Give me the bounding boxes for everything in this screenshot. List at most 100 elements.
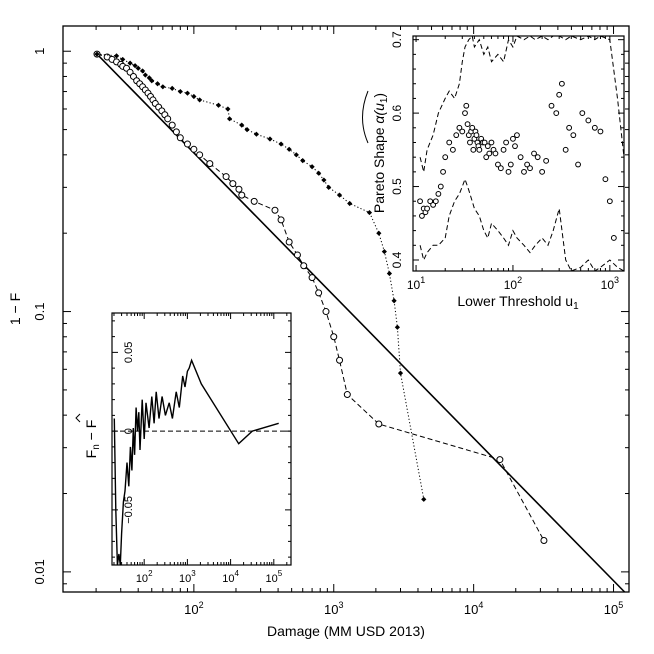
main-plot: 102 103 104 105 1 0.1 0.01 Damage (MM USD 201… [7, 25, 630, 639]
shape-estimate-point [456, 124, 463, 131]
empirical-point [168, 121, 176, 129]
shape-estimate-point [566, 124, 573, 131]
shape-estimate-point [470, 146, 477, 153]
inset-difference-y-ticks: 0.05 0 −0.05 [112, 320, 291, 558]
shape-estimate-point [476, 146, 483, 153]
shape-estimate-point [606, 198, 613, 205]
shape-estimate-point [432, 198, 439, 205]
inset-difference-y-axis-label: Fn − F [75, 413, 102, 459]
svg-text:Fn − F: Fn − F [83, 420, 102, 459]
empirical-point [196, 151, 204, 159]
x-tick-label: 104 [222, 569, 239, 585]
x-tick-label: 103 [324, 600, 343, 617]
x-tick-label: 105 [604, 600, 623, 617]
shape-estimate-point [486, 150, 493, 157]
comparison-point [135, 65, 141, 71]
empirical-point [229, 180, 237, 188]
empirical-point [190, 145, 198, 153]
shape-estimate-point [464, 121, 471, 128]
comparison-point [293, 152, 299, 158]
shape-estimate-point [610, 235, 617, 241]
shape-estimate-point [463, 102, 470, 109]
empirical-point [164, 115, 172, 123]
y-tick-label: 1 [32, 48, 47, 55]
shape-estimate-point [602, 176, 609, 183]
shape-estimate-point [453, 132, 460, 139]
y-tick-label: −0.05 [123, 496, 135, 524]
inset-pareto-y-ticks: 0.4 0.5 0.6 0.7 [390, 31, 624, 268]
shape-estimate-point [514, 132, 520, 139]
comparison-point [391, 298, 397, 304]
shape-estimate-point [562, 146, 569, 153]
comparison-point [226, 116, 233, 122]
comparison-point [286, 146, 292, 152]
empirical-point [322, 308, 330, 316]
shape-estimate-point [521, 168, 527, 175]
comparison-point [300, 158, 306, 164]
shape-estimate-point [497, 165, 504, 172]
x-tick-label: 103 [179, 569, 196, 585]
empirical-point [343, 391, 351, 399]
inset-difference-plot: 102 103 104 105 0.05 0 −0.05 Fn − F [75, 312, 292, 585]
comparison-point [142, 72, 148, 78]
comparison-point [160, 84, 166, 90]
main-x-ticks: 102 103 104 105 [95, 26, 623, 617]
inset-difference-frame [111, 312, 292, 566]
comparison-point [177, 88, 183, 95]
comparison-point [149, 78, 155, 84]
shape-estimate-point [534, 154, 541, 161]
empirical-point [300, 262, 308, 270]
comparison-point [309, 164, 315, 170]
empirical-point [540, 536, 548, 544]
hat-accent [75, 413, 81, 423]
inset-pareto-x-ticks: 101 102 103 [407, 36, 619, 292]
x-tick-label: 102 [136, 569, 153, 585]
y-tick-label: 0.01 [32, 559, 47, 584]
empirical-point [308, 274, 316, 282]
comparison-point [215, 102, 222, 108]
shape-estimate-point [591, 124, 598, 131]
y-tick-label: 0 [123, 428, 135, 434]
shape-estimate-point [548, 102, 555, 109]
shape-estimate-point [553, 110, 560, 117]
series-line-dotted-diamonds [96, 53, 425, 500]
comparison-point [347, 200, 353, 207]
x-tick-label: 101 [407, 275, 425, 292]
shape-estimate-point [524, 161, 531, 168]
svg-text:Pareto Shape α(u1): Pareto Shape α(u1) [371, 93, 390, 213]
comparison-point [394, 324, 400, 330]
shape-estimate-point [556, 91, 563, 98]
comparison-point [154, 81, 161, 87]
comparison-point [316, 170, 322, 176]
y-tick-label: 0.6 [390, 104, 404, 121]
comparison-point [386, 270, 393, 277]
empirical-point [222, 173, 230, 181]
comparison-point [120, 56, 126, 63]
comparison-point [127, 60, 133, 66]
comparison-point [253, 131, 260, 137]
empirical-point [250, 197, 258, 205]
shape-estimate-point [440, 168, 446, 175]
shape-estimate-point [484, 143, 491, 150]
comparison-point [336, 192, 343, 198]
comparison-point [146, 75, 152, 81]
shape-estimate-point [585, 117, 592, 124]
empirical-point [271, 206, 279, 214]
main-y-axis-label: 1 − F [7, 293, 23, 325]
shape-estimate-point [483, 154, 490, 161]
shape-estimate-point [473, 132, 480, 139]
shape-estimate-point [437, 183, 444, 190]
empirical-point [315, 289, 323, 297]
shape-estimate-point [467, 139, 473, 146]
shape-estimate-point [543, 157, 550, 164]
x-tick-label: 102 [504, 275, 522, 292]
comparison-point [239, 122, 245, 128]
empirical-point [285, 238, 293, 246]
shape-estimate-point [446, 139, 453, 146]
comparison-point [225, 106, 231, 112]
shape-estimate-point [507, 161, 514, 168]
main-plot-frame [62, 25, 630, 593]
empirical-point [172, 128, 180, 136]
comparison-point [197, 97, 203, 103]
empirical-point [183, 140, 191, 148]
